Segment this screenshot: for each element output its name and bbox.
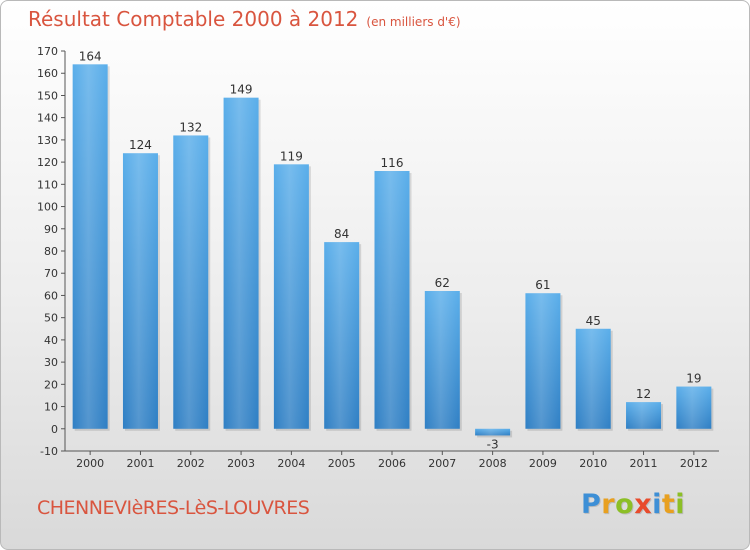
y-tick-label: 20 — [44, 378, 58, 391]
bar-highlight — [324, 242, 360, 429]
commune-name: CHENNEVIèRES-LèS-LOUVRES — [37, 497, 310, 519]
logo-letter: t — [661, 489, 676, 520]
y-tick-label: 150 — [37, 89, 58, 102]
y-tick-label: 50 — [44, 312, 58, 325]
y-tick-label: 40 — [44, 334, 58, 347]
x-tick-label: 2012 — [680, 457, 708, 470]
bar-highlight — [273, 164, 309, 429]
x-tick-label: 2002 — [177, 457, 205, 470]
proxiti-logo: Proxiti — [581, 489, 685, 520]
y-tick-label: -10 — [40, 445, 58, 458]
bar-highlight — [374, 171, 410, 429]
bar-highlight — [424, 291, 460, 429]
x-tick-label: 2011 — [630, 457, 658, 470]
bar-highlight — [575, 328, 611, 429]
y-tick-label: 90 — [44, 223, 58, 236]
y-tick-label: 70 — [44, 267, 58, 280]
y-tick-label: 10 — [44, 401, 58, 414]
chart-title-text: Résultat Comptable 2000 à 2012 — [28, 7, 359, 31]
value-label: -3 — [487, 437, 499, 451]
value-label: 84 — [334, 227, 349, 241]
logo-letter: x — [634, 489, 653, 520]
bar-highlight — [626, 402, 662, 429]
y-tick-label: 80 — [44, 245, 58, 258]
value-label: 116 — [381, 156, 404, 170]
logo-letter: P — [581, 489, 602, 520]
bar-highlight — [122, 153, 158, 429]
logo-letter: i — [652, 489, 662, 520]
logo-letter: r — [601, 489, 616, 520]
bar-highlight — [173, 135, 209, 429]
y-tick-label: 120 — [37, 156, 58, 169]
bar-highlight — [525, 293, 561, 429]
x-tick-label: 2007 — [428, 457, 456, 470]
value-label: 119 — [280, 149, 303, 163]
value-label: 124 — [129, 138, 152, 152]
y-tick-label: 100 — [37, 201, 58, 214]
bar-highlight — [223, 97, 259, 429]
bar-highlight — [72, 64, 108, 429]
y-tick-label: 110 — [37, 178, 58, 191]
chart-value-labels: 164 124 132 149 119 84 116 62 -3 61 45 12 19 — [79, 49, 702, 451]
logo-letter: i — [675, 489, 686, 520]
value-label: 149 — [230, 83, 253, 97]
y-tick-label: 0 — [51, 423, 58, 436]
value-label: 19 — [686, 372, 701, 386]
chart-title: Résultat Comptable 2000 à 2012 (en millie… — [28, 7, 461, 31]
x-tick-label: 2001 — [126, 457, 154, 470]
value-label: 12 — [636, 387, 651, 401]
y-tick-label: 130 — [37, 134, 58, 147]
bar-highlight — [475, 428, 511, 436]
value-label: 164 — [79, 49, 102, 63]
bar-highlight — [676, 386, 712, 429]
value-label: 61 — [535, 278, 550, 292]
value-label: 45 — [586, 314, 601, 328]
x-tick-label: 2008 — [479, 457, 507, 470]
chart-bars — [72, 64, 714, 438]
x-tick-label: 2006 — [378, 457, 406, 470]
x-tick-label: 2010 — [579, 457, 607, 470]
value-label: 132 — [179, 120, 202, 134]
x-tick-label: 2003 — [227, 457, 255, 470]
y-tick-label: 170 — [37, 45, 58, 58]
chart-axes: -10 0 10 20 30 40 50 60 70 80 90 100 110 120 130 140 150… — [37, 45, 719, 470]
x-tick-label: 2005 — [328, 457, 356, 470]
value-label: 62 — [435, 276, 450, 290]
chart-subtitle: (en milliers d'€) — [366, 15, 461, 29]
y-tick-label: 140 — [37, 112, 58, 125]
x-tick-label: 2009 — [529, 457, 557, 470]
x-tick-label: 2004 — [277, 457, 305, 470]
y-tick-label: 30 — [44, 356, 58, 369]
x-tick-label: 2000 — [76, 457, 104, 470]
logo-letter: o — [615, 489, 635, 520]
y-tick-label: 60 — [44, 289, 58, 302]
y-tick-label: 160 — [37, 67, 58, 80]
